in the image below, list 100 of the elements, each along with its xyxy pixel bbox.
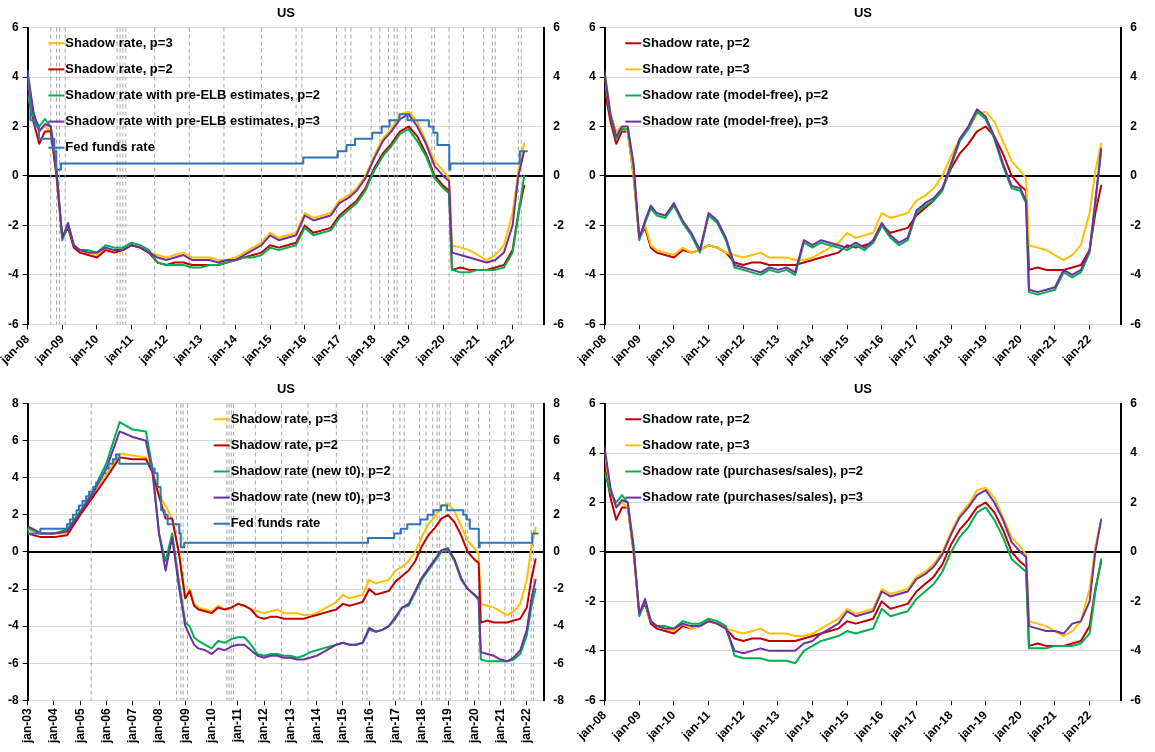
chart-title: US	[276, 5, 296, 21]
y-tick-label: 0	[11, 544, 19, 559]
y-tick-label: 0	[588, 168, 596, 183]
y-tick-label: -6	[8, 655, 19, 670]
y2-tick-label: -2	[553, 217, 565, 232]
y2-tick-label: 4	[1130, 445, 1138, 460]
y-tick-label: 2	[11, 507, 19, 522]
legend-label: Shadow rate (purchases/sales), p=2	[642, 463, 864, 479]
legend-label: Shadow rate, p=3	[642, 60, 750, 76]
y2-tick-label: 6	[1130, 19, 1138, 34]
x-tick-label: jan-10	[203, 708, 218, 745]
x-tick-label: jan-05	[72, 708, 87, 745]
y-tick-label: 4	[588, 445, 596, 460]
x-tick-label: jan-07	[125, 708, 140, 745]
y2-tick-label: -2	[1130, 217, 1142, 232]
y-tick-label: -6	[585, 316, 596, 331]
x-tick-label: jan-04	[46, 708, 61, 745]
legend-label: Shadow rate, p=3	[65, 34, 173, 50]
x-tick-label: jan-20	[466, 708, 481, 745]
y-tick-label: 6	[588, 395, 596, 410]
legend-label: Shadow rate, p=2	[65, 60, 173, 76]
y2-tick-label: -4	[553, 618, 565, 633]
y2-tick-label: 0	[553, 544, 561, 559]
x-tick-label: jan-12	[256, 708, 271, 745]
legend-label: Shadow rate, p=2	[230, 436, 338, 452]
x-tick-label: jan-08	[151, 708, 166, 745]
y2-tick-label: 2	[553, 118, 561, 133]
x-tick-label: jan-06	[98, 708, 113, 745]
legend-label: Shadow rate (purchases/sales), p=3	[642, 489, 864, 505]
y2-tick-label: 4	[553, 69, 561, 84]
x-tick-label: jan-16	[361, 708, 376, 745]
y-tick-label: 6	[11, 19, 19, 34]
y-tick-label: 4	[588, 69, 596, 84]
y2-tick-label: 0	[1130, 168, 1138, 183]
legend-label: Shadow rate (new t0), p=2	[230, 463, 391, 479]
y2-tick-label: 4	[553, 470, 561, 485]
x-tick-label: jan-18	[414, 708, 429, 745]
y2-tick-label: -4	[553, 267, 565, 282]
y2-tick-label: 6	[553, 433, 561, 447]
y-tick-label: 6	[588, 19, 596, 34]
y-tick-label: -2	[8, 217, 19, 232]
x-tick-label: jan-03	[19, 708, 34, 745]
y-tick-label: -4	[8, 618, 19, 633]
y2-tick-label: 4	[1130, 69, 1138, 84]
y2-tick-label: 2	[553, 507, 561, 522]
legend-label: Shadow rate (model-free), p=3	[642, 113, 829, 129]
y-tick-label: 0	[588, 544, 596, 559]
y2-tick-label: 2	[1130, 118, 1138, 133]
chart-title: US	[853, 5, 873, 21]
legend-label: Shadow rate, p=2	[642, 34, 750, 50]
y-tick-label: -6	[8, 316, 19, 331]
chart-title: US	[853, 381, 873, 397]
y-tick-label: -4	[8, 267, 19, 282]
x-tick-label: jan-09	[177, 708, 192, 745]
y2-tick-label: -6	[1130, 692, 1142, 707]
legend-label: Fed funds rate	[65, 139, 155, 155]
y2-tick-label: -6	[553, 655, 565, 670]
chart-title: US	[276, 381, 296, 397]
y-tick-label: -2	[8, 581, 19, 596]
y-tick-label: -4	[585, 267, 596, 282]
legend-label: Fed funds rate	[230, 515, 321, 531]
x-tick-label: jan-19	[440, 708, 455, 745]
legend-label: Shadow rate, p=3	[230, 410, 338, 426]
y2-tick-label: -6	[1130, 316, 1142, 331]
y-tick-label: -2	[585, 217, 596, 232]
legend-label: Shadow rate (model-free), p=2	[642, 87, 829, 103]
y-tick-label: -8	[8, 692, 19, 707]
x-tick-label: jan-15	[335, 708, 350, 745]
y2-tick-label: -2	[1130, 593, 1142, 608]
y-tick-label: 4	[11, 69, 19, 84]
x-tick-label: jan-17	[387, 708, 402, 745]
y-tick-label: 2	[11, 118, 19, 133]
y-tick-label: 2	[588, 494, 596, 509]
y-tick-label: 4	[11, 470, 19, 485]
y-tick-label: -6	[585, 692, 596, 707]
y2-tick-label: 0	[1130, 544, 1138, 559]
x-tick-label: jan-22	[519, 708, 534, 745]
y-tick-label: 2	[588, 118, 596, 133]
y-tick-label: 6	[11, 433, 19, 447]
x-tick-label: jan-14	[308, 708, 323, 745]
y2-tick-label: 8	[553, 395, 561, 410]
y2-tick-label: -2	[553, 581, 565, 596]
legend-label: Shadow rate (new t0), p=3	[230, 489, 391, 505]
y-tick-label: -4	[585, 643, 596, 658]
y2-tick-label: 6	[553, 19, 561, 34]
x-tick-label: jan-13	[282, 708, 297, 745]
y2-tick-label: -4	[1130, 643, 1142, 658]
legend-label: Shadow rate, p=3	[642, 436, 750, 452]
y-tick-label: 8	[11, 395, 19, 410]
y2-tick-label: 6	[1130, 395, 1138, 410]
x-tick-label: jan-21	[492, 708, 507, 745]
legend-label: Shadow rate with pre-ELB estimates, p=2	[65, 87, 320, 103]
y-tick-label: 0	[11, 168, 19, 183]
y-tick-label: -2	[585, 593, 596, 608]
legend-label: Shadow rate, p=2	[642, 410, 750, 426]
x-tick-label: jan-11	[230, 708, 245, 744]
y2-tick-label: -8	[553, 692, 565, 707]
y2-tick-label: -4	[1130, 267, 1142, 282]
y2-tick-label: -6	[553, 316, 565, 331]
y2-tick-label: 2	[1130, 494, 1138, 509]
